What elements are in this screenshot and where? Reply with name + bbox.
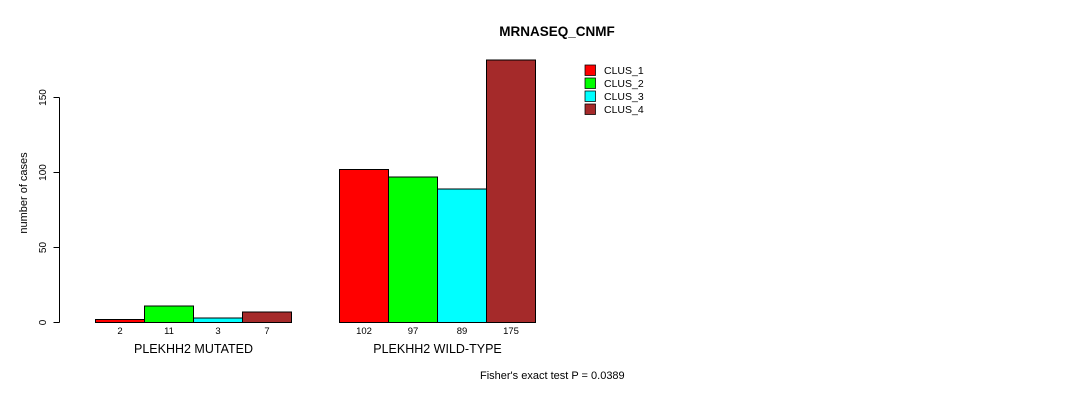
bar-clus_4-wild-type: [486, 59, 536, 323]
bar-value-label: 2: [117, 326, 122, 337]
legend-label: CLUS_3: [604, 91, 644, 103]
legend-swatch-clus_4: [584, 103, 596, 115]
legend-swatch-clus_1: [584, 64, 596, 76]
bar-clus_3-wild-type: [437, 188, 487, 323]
category-labels: PLEKHH2 MUTATED PLEKHH2 WILD-TYPE: [134, 342, 502, 356]
y-tick-label: 150: [38, 89, 49, 106]
y-tick-label: 0: [38, 319, 49, 325]
legend-label: CLUS_4: [604, 104, 644, 116]
bar-value-label: 97: [408, 326, 419, 337]
bar-clus_3-mutated: [193, 317, 243, 323]
bar-value-label: 89: [457, 326, 468, 337]
y-tick-label: 50: [38, 242, 49, 254]
bar-value-label: 7: [264, 326, 269, 337]
bar-value-label: 102: [356, 326, 372, 337]
bar-clus_2-mutated: [144, 305, 194, 323]
legend-swatch-clus_2: [584, 77, 596, 89]
bar-clus_2-wild-type: [388, 176, 438, 323]
bar-clus_1-wild-type: [339, 169, 389, 323]
chart-title: MRNASEQ_CNMF: [499, 24, 615, 39]
category-label: PLEKHH2 WILD-TYPE: [373, 342, 502, 356]
bar-value-labels: 2 11 3 7 102 97 89 175: [117, 326, 519, 337]
category-label: PLEKHH2 MUTATED: [134, 342, 253, 356]
bar-clus_4-mutated: [242, 311, 292, 323]
legend-label: CLUS_2: [604, 78, 644, 90]
bar-value-label: 175: [503, 326, 519, 337]
y-axis: 0 50 100 150: [38, 89, 60, 325]
legend-label: CLUS_1: [604, 65, 644, 77]
fisher-test-note: Fisher's exact test P = 0.0389: [480, 370, 625, 382]
bar-clus_1-mutated: [95, 319, 145, 323]
bar-value-label: 3: [215, 326, 220, 337]
legend-swatch-clus_3: [584, 90, 596, 102]
y-tick-label: 100: [38, 164, 49, 181]
bar-value-label: 11: [164, 326, 174, 337]
bars-layer: [95, 59, 536, 323]
y-axis-label: number of cases: [18, 152, 30, 234]
